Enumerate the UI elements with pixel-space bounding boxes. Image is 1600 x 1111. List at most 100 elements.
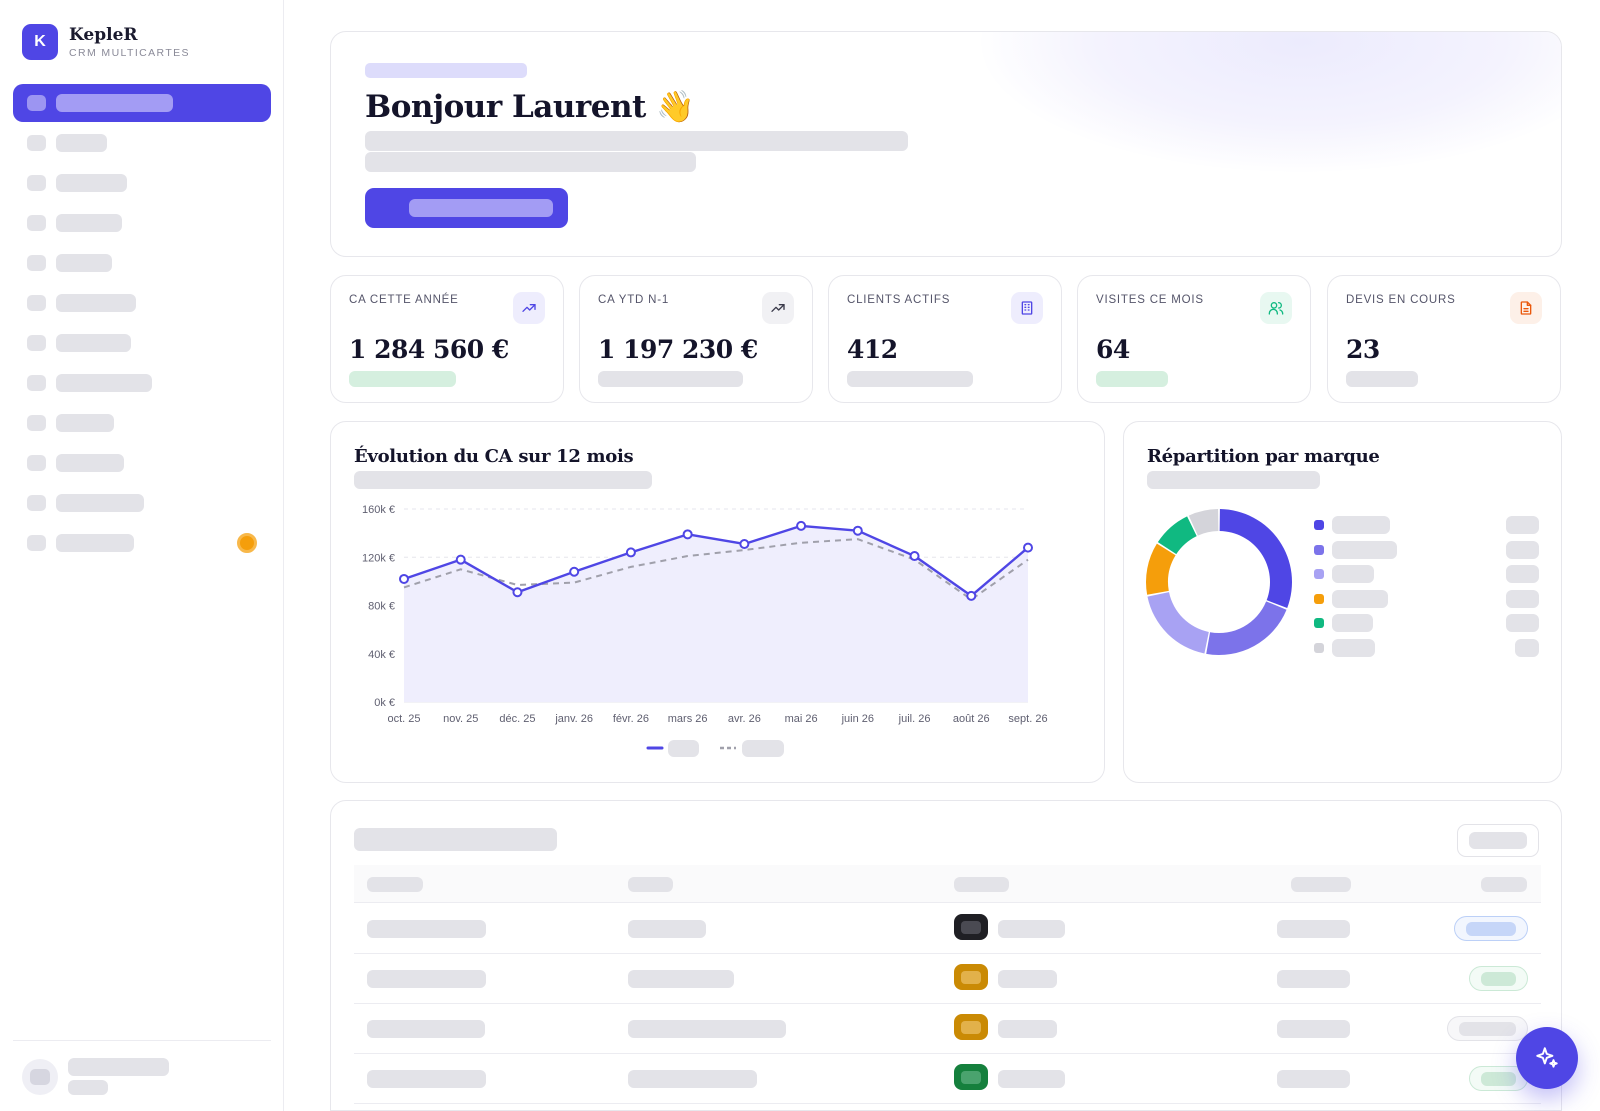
sidebar-item[interactable] (13, 164, 271, 202)
nav-icon (27, 295, 46, 311)
kpi-value: 64 (1096, 335, 1130, 364)
sidebar-item[interactable] (13, 444, 271, 482)
brand[interactable]: K KepleR CRM MULTICARTES (22, 24, 190, 60)
chart-subtitle-placeholder (1147, 471, 1320, 489)
sidebar-item[interactable] (13, 324, 271, 362)
legend-label-placeholder (1332, 565, 1374, 583)
table-row[interactable] (354, 904, 1541, 954)
sidebar-item[interactable] (13, 124, 271, 162)
kpi-value: 412 (847, 335, 898, 364)
sparkle-icon (1536, 1047, 1558, 1068)
data-point (625, 547, 636, 558)
cell-placeholder (628, 1070, 757, 1088)
cell-placeholder (628, 920, 706, 938)
status-badge (1447, 1016, 1528, 1041)
x-tick-label: juin 26 (841, 713, 874, 725)
cell-placeholder (367, 920, 486, 938)
donut-slice (1147, 592, 1209, 654)
x-tick-label: févr. 26 (613, 713, 649, 725)
data-point (399, 573, 409, 584)
legend-item (1124, 564, 1561, 584)
legend-value-placeholder (1515, 638, 1539, 657)
table-row[interactable] (354, 1054, 1541, 1104)
column-header[interactable] (367, 877, 423, 892)
user-profile[interactable] (22, 1058, 169, 1095)
kpi-trend-placeholder (1096, 371, 1168, 387)
legend-value-placeholder (1506, 614, 1539, 632)
nav-icon (27, 455, 46, 471)
kpi-value: 1 284 560 € (349, 335, 509, 364)
waving-hand-icon: 👋 (656, 89, 695, 125)
nav-icon (27, 135, 46, 151)
chart-subtitle-placeholder (354, 471, 652, 489)
legend-value-placeholder (1506, 565, 1539, 583)
sidebar-item[interactable] (13, 204, 271, 242)
avatar-placeholder (30, 1068, 50, 1085)
area-fill (404, 525, 1028, 702)
legend-item (1124, 540, 1561, 560)
view-all-button[interactable] (1457, 824, 1539, 857)
data-point (796, 520, 807, 531)
sidebar-item[interactable] (13, 524, 271, 562)
sidebar-item-label (56, 334, 131, 352)
cell-placeholder (367, 1070, 486, 1088)
trending-up-icon (762, 292, 794, 324)
cell-placeholder (1277, 920, 1350, 938)
y-tick-label: 0k € (374, 697, 395, 709)
brand-chip-mark (961, 1070, 981, 1084)
nav-icon (27, 535, 46, 551)
kpi-card-ca-year[interactable]: CA CETTE ANNÉE 1 284 560 € (330, 275, 564, 403)
donut-slice (1146, 543, 1176, 595)
welcome-hero: Bonjour Laurent 👋 (330, 31, 1562, 257)
column-header[interactable] (954, 877, 1009, 892)
column-header[interactable] (1481, 877, 1527, 892)
kpi-card-visits[interactable]: VISITES CE MOIS 64 (1077, 275, 1311, 403)
nav-icon (27, 95, 46, 111)
table-row[interactable] (354, 954, 1541, 1004)
hero-cta-button[interactable] (365, 188, 568, 228)
legend-label-placeholder (1332, 516, 1390, 534)
nav-icon (27, 255, 46, 271)
sidebar-item[interactable] (13, 284, 271, 322)
kpi-label: DEVIS EN COURS (1346, 294, 1456, 306)
x-tick-label: juil. 26 (898, 713, 931, 725)
cell-placeholder (1277, 970, 1350, 988)
column-header[interactable] (1291, 877, 1351, 892)
status-badge (1454, 916, 1528, 941)
x-tick-label: déc. 25 (499, 713, 535, 725)
column-header[interactable] (628, 877, 673, 892)
sidebar-item-dashboard[interactable] (13, 84, 271, 122)
brand-chip-mark (961, 920, 981, 934)
view-all-label-placeholder (1469, 832, 1527, 849)
sidebar-item[interactable] (13, 404, 271, 442)
x-tick-label: janv. 26 (554, 713, 593, 725)
donut-slice (1188, 509, 1219, 536)
sidebar-divider (13, 1040, 271, 1041)
sidebar-item[interactable] (13, 244, 271, 282)
notification-badge (237, 533, 257, 553)
sidebar-nav (13, 84, 271, 564)
kpi-card-clients[interactable]: CLIENTS ACTIFS 412 (828, 275, 1062, 403)
legend-swatch (1314, 520, 1324, 530)
brand-chip-mark (961, 970, 981, 984)
ai-assistant-button[interactable] (1516, 1027, 1578, 1089)
kpi-trend-placeholder (598, 371, 743, 387)
table-row[interactable] (354, 1004, 1541, 1054)
kpi-value: 1 197 230 € (598, 335, 758, 364)
x-tick-label: avr. 26 (728, 713, 761, 725)
sidebar-item-label (56, 294, 136, 312)
hero-text-placeholder (365, 131, 908, 151)
kpi-card-ca-ytd[interactable]: CA YTD N-1 1 197 230 € (579, 275, 813, 403)
sidebar-item[interactable] (13, 484, 271, 522)
cell-placeholder (628, 1020, 786, 1038)
kpi-card-quotes[interactable]: DEVIS EN COURS 23 (1327, 275, 1561, 403)
chart-title: Répartition par marque (1147, 446, 1380, 467)
x-tick-label: mai 26 (785, 713, 818, 725)
data-point (966, 590, 977, 601)
donut-slice (1157, 516, 1197, 555)
sidebar-item[interactable] (13, 364, 271, 402)
cell-placeholder (628, 970, 734, 988)
data-point (569, 566, 580, 577)
legend-label-placeholder (668, 740, 699, 757)
table-title-placeholder (354, 828, 557, 851)
